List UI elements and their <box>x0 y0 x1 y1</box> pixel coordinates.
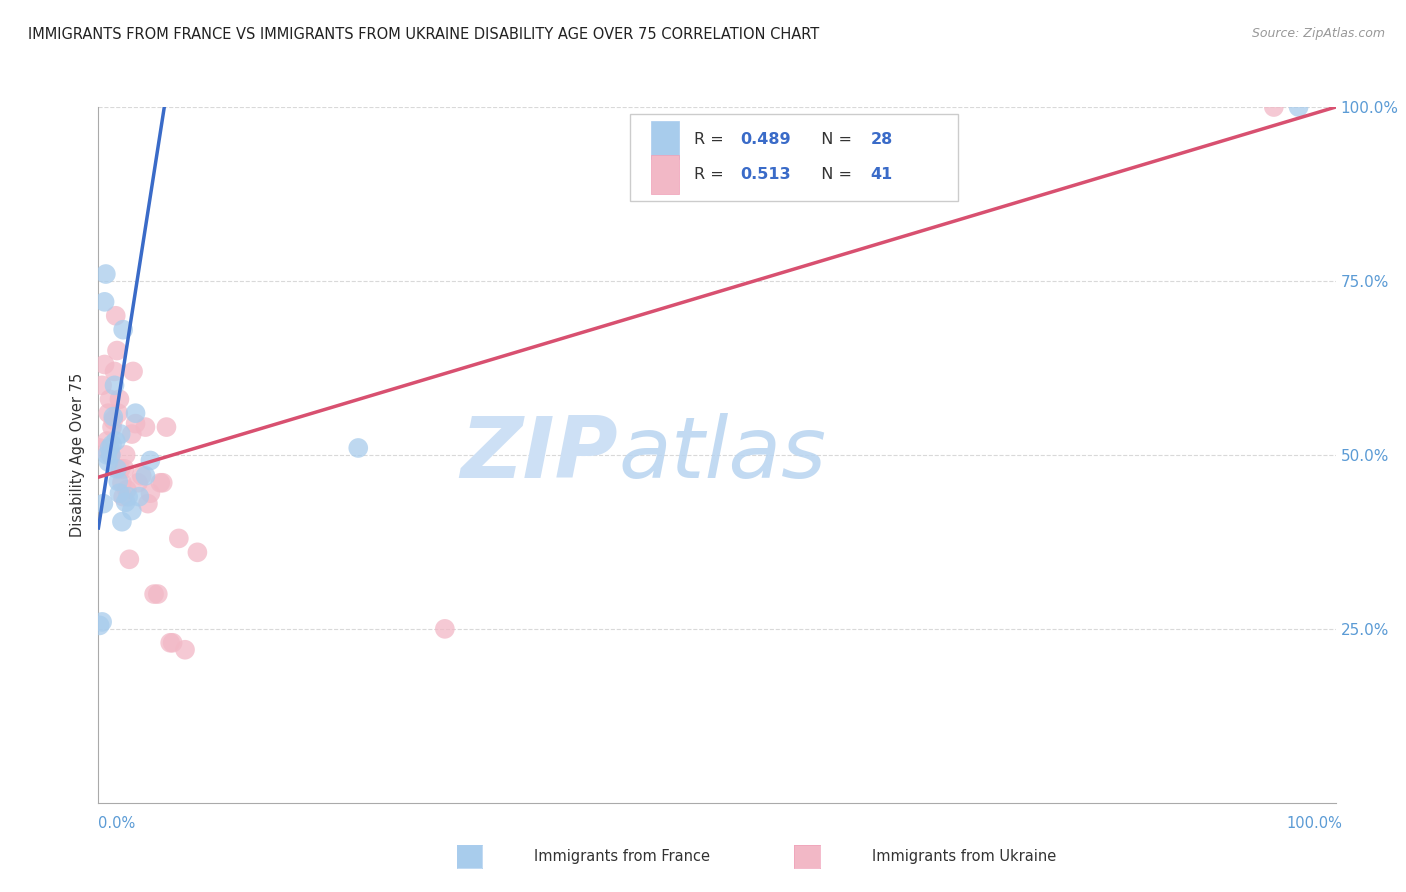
Point <box>136 497 159 511</box>
Point <box>155 420 177 434</box>
Point <box>134 468 156 483</box>
Point <box>146 587 169 601</box>
Point <box>1263 100 1285 114</box>
Point <box>122 364 145 378</box>
Point <box>114 448 136 462</box>
Point <box>105 462 128 476</box>
Point <box>107 406 129 420</box>
Point <box>104 434 127 448</box>
Point <box>91 378 114 392</box>
Text: 0.0%: 0.0% <box>98 816 135 831</box>
Point <box>105 343 128 358</box>
Point <box>110 427 132 442</box>
Point <box>127 475 149 490</box>
Point <box>139 453 162 467</box>
Point <box>121 503 143 517</box>
Bar <box>651 120 679 159</box>
Point <box>124 417 146 431</box>
Point <box>101 420 124 434</box>
Point <box>149 475 172 490</box>
Point <box>112 323 135 337</box>
Point <box>103 409 125 424</box>
Point <box>103 364 125 378</box>
Text: Source: ZipAtlas.com: Source: ZipAtlas.com <box>1251 27 1385 40</box>
Point <box>128 490 150 504</box>
Point <box>112 490 135 504</box>
Point <box>96 448 118 462</box>
Point <box>89 618 111 632</box>
Text: IMMIGRANTS FROM FRANCE VS IMMIGRANTS FROM UKRAINE DISABILITY AGE OVER 75 CORRELA: IMMIGRANTS FROM FRANCE VS IMMIGRANTS FRO… <box>28 27 820 42</box>
Point <box>174 642 197 657</box>
Text: N =: N = <box>811 132 858 147</box>
Point <box>139 486 162 500</box>
Point <box>143 587 166 601</box>
Point <box>347 441 370 455</box>
Point <box>93 497 115 511</box>
Point <box>97 406 120 420</box>
Bar <box>651 155 679 194</box>
Point <box>117 490 139 504</box>
Point <box>108 486 131 500</box>
Point <box>94 267 117 281</box>
Point <box>96 434 118 448</box>
Point <box>98 392 121 407</box>
Point <box>97 455 120 469</box>
Point <box>121 427 143 442</box>
Point <box>159 636 181 650</box>
Text: 0.513: 0.513 <box>741 167 792 182</box>
Point <box>124 406 146 420</box>
Point <box>162 636 184 650</box>
Text: R =: R = <box>693 132 728 147</box>
Text: 28: 28 <box>870 132 893 147</box>
Point <box>112 462 135 476</box>
Point <box>1288 100 1310 114</box>
Point <box>101 437 124 451</box>
Text: 41: 41 <box>870 167 893 182</box>
Point <box>93 294 115 309</box>
Point <box>114 495 136 509</box>
Point <box>111 515 134 529</box>
Point <box>110 462 132 476</box>
Point <box>118 552 141 566</box>
Text: R =: R = <box>693 167 728 182</box>
Point <box>89 441 111 455</box>
Point <box>91 615 114 629</box>
Point <box>186 545 208 559</box>
Text: 0.489: 0.489 <box>741 132 792 147</box>
Point <box>433 622 456 636</box>
Point <box>107 475 129 489</box>
Point <box>108 392 131 407</box>
Point <box>104 309 127 323</box>
Point <box>103 413 125 427</box>
Point <box>100 448 122 462</box>
Point <box>131 468 153 483</box>
Point <box>111 475 134 490</box>
Y-axis label: Disability Age Over 75: Disability Age Over 75 <box>70 373 86 537</box>
Text: Immigrants from Ukraine: Immigrants from Ukraine <box>872 849 1056 863</box>
Text: ZIP: ZIP <box>460 413 619 497</box>
Text: Immigrants from France: Immigrants from France <box>534 849 710 863</box>
Point <box>98 441 121 455</box>
Point <box>100 448 122 462</box>
Text: atlas: atlas <box>619 413 827 497</box>
Point <box>115 483 138 497</box>
Point <box>152 475 174 490</box>
Text: N =: N = <box>811 167 858 182</box>
Point <box>103 378 125 392</box>
Text: 100.0%: 100.0% <box>1286 816 1343 831</box>
Point <box>167 532 190 546</box>
Point <box>93 358 115 372</box>
Point <box>134 420 156 434</box>
FancyBboxPatch shape <box>630 114 959 201</box>
